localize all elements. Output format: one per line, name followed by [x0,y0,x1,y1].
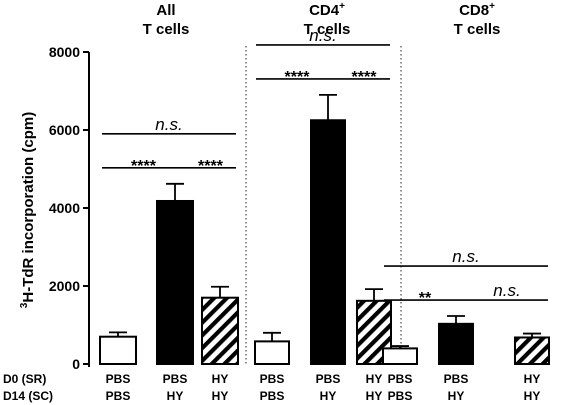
y-tick-label: 2000 [49,278,80,294]
group-1: All T cells PBS PBS PBS HY HY HY n.s. **** **** [99,2,239,403]
x-label-d0: PBS [444,372,469,386]
x-label-d14: PBS [260,389,285,403]
group-subtitle: T cells [454,21,501,38]
x-label-d0: PBS [260,372,285,386]
bar [514,336,550,366]
x-label-d0: PBS [388,372,413,386]
bar [156,199,194,365]
x-label-d0: PBS [106,372,131,386]
row-label-d14: D14 (SC) [3,389,53,403]
significance-label: n.s. [452,247,479,266]
y-axis-label-superscript: 3 [19,302,30,308]
y-tick-label: 0 [72,356,80,372]
x-label-d0: PBS [163,372,188,386]
significance-label: ** [419,290,432,307]
significance-label: **** [198,158,224,175]
bar [201,296,239,366]
group-subtitle: T cells [143,21,190,38]
significance-label: **** [131,158,157,175]
x-label-d14: HY [320,389,337,403]
y-tick-label: 8000 [49,44,80,60]
x-label-d0: HY [524,372,541,386]
group-title: CD8+ [459,1,495,19]
significance-label: n.s. [309,26,336,45]
x-label-d14: HY [212,389,229,403]
significance-label: n.s. [493,281,520,300]
group-title: All [156,2,175,19]
y-axis: 0 2000 4000 6000 8000 [49,44,90,372]
x-label-d0: HY [366,372,383,386]
bar [438,322,474,365]
group-3: CD8+ T cells PBS PBS PBS HY HY HY n.s. ** n.s. [382,1,550,403]
y-tick-label: 4000 [49,200,80,216]
significance-label: n.s. [155,115,182,134]
x-label-d14: PBS [388,389,413,403]
x-label-d14: HY [366,389,383,403]
significance-label: **** [285,69,311,86]
x-label-d0: HY [212,372,229,386]
x-label-d14: HY [448,389,465,403]
row-label-d0: D0 (SR) [3,372,46,386]
y-tick-label: 6000 [49,122,80,138]
y-axis-label: 3H-TdR incorporation (cpm) [19,112,37,308]
x-label-d14: HY [167,389,184,403]
group-subtitle: T cells [304,21,351,38]
group-2: CD4+ T cells PBS PBS PBS HY HY HY n.s. **** **** [254,1,392,403]
x-label-d14: PBS [106,389,131,403]
bar [99,335,137,366]
x-label-d0: PBS [316,372,341,386]
bar [310,119,346,365]
significance-label: **** [352,69,378,86]
y-axis-label-text: H-TdR incorporation (cpm) [20,112,37,303]
x-label-d14: HY [524,389,541,403]
bar [254,340,290,366]
bar [382,347,418,365]
group-title: CD4+ [309,1,345,19]
